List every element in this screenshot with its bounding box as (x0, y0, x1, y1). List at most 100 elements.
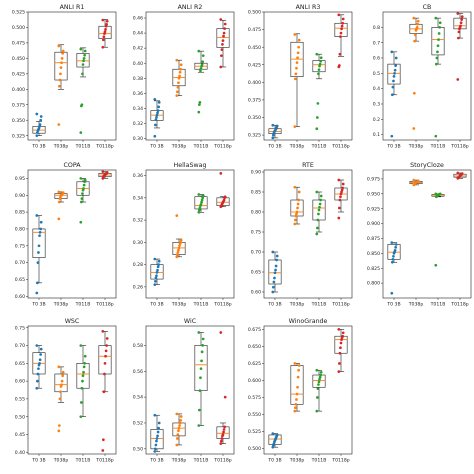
data-point (219, 331, 223, 334)
data-point (154, 123, 157, 127)
y-tick-label: 0.52 (133, 421, 143, 427)
y-tick-label: 0.75 (15, 243, 25, 249)
data-point (318, 205, 321, 209)
data-point (339, 346, 342, 350)
box-iqr (172, 242, 186, 255)
data-point (39, 353, 43, 356)
data-point (339, 195, 342, 199)
panel-frame (27, 11, 117, 141)
data-point (339, 35, 342, 38)
data-point (79, 220, 83, 224)
data-point (393, 249, 397, 252)
x-tick-label: T0118p (331, 458, 349, 464)
y-tick-label: 0.75 (15, 325, 25, 331)
data-point (179, 238, 183, 242)
data-point (297, 45, 300, 49)
data-point (154, 443, 158, 447)
data-point (39, 115, 43, 118)
data-point (434, 134, 438, 138)
data-point (316, 396, 319, 399)
data-point (155, 116, 158, 119)
data-point (223, 395, 227, 399)
data-point (271, 250, 275, 254)
data-point (315, 127, 319, 131)
data-point (338, 362, 341, 365)
data-point (105, 23, 108, 26)
data-point (295, 66, 298, 70)
data-point (434, 192, 438, 196)
x-tick-label: T0 3B (31, 144, 45, 150)
data-point (60, 61, 63, 65)
data-point (59, 72, 62, 76)
y-tick-label: 0.28 (133, 262, 143, 268)
data-point (197, 424, 201, 427)
data-point (390, 134, 394, 138)
data-point (60, 57, 64, 60)
data-point (81, 72, 84, 76)
y-tick-label: 0.400 (248, 80, 261, 86)
data-point (80, 197, 84, 200)
panel-frame (145, 11, 235, 141)
data-point (37, 251, 40, 254)
data-point (80, 103, 84, 107)
data-point (413, 39, 417, 43)
y-tick-label: 0.65 (251, 270, 261, 276)
data-point (101, 449, 105, 452)
y-tick-label: 0.65 (15, 361, 25, 367)
data-point (319, 56, 323, 60)
data-point (58, 200, 61, 204)
data-point (316, 102, 320, 105)
y-tick-label: 0.5 (373, 71, 380, 77)
data-point (317, 383, 320, 386)
data-point (83, 53, 86, 57)
data-point (438, 192, 442, 196)
data-point (81, 379, 84, 383)
data-point (316, 226, 319, 230)
data-point (82, 187, 85, 190)
data-point (317, 72, 320, 76)
data-point (198, 389, 202, 392)
x-tick-label: T0118p (213, 302, 231, 308)
data-point (340, 338, 343, 341)
data-point (393, 71, 396, 75)
data-point (178, 421, 182, 425)
panel-title: WSC (65, 318, 80, 325)
data-point (38, 234, 41, 238)
box-iqr (54, 373, 68, 393)
data-point (412, 178, 416, 182)
data-point (81, 63, 85, 66)
data-point (318, 202, 322, 206)
panel-frame (382, 11, 472, 141)
data-point (394, 56, 398, 60)
data-point (297, 38, 301, 42)
data-point (37, 244, 41, 248)
data-point (179, 419, 182, 422)
data-point (82, 365, 86, 369)
data-point (155, 113, 159, 117)
data-point (436, 44, 440, 48)
data-point (59, 66, 63, 70)
data-point (391, 257, 395, 261)
data-point (102, 38, 105, 42)
y-tick-label: 0.475 (12, 41, 25, 47)
data-point (176, 433, 180, 436)
data-point (57, 44, 61, 48)
data-point (177, 246, 181, 250)
data-point (175, 214, 179, 217)
data-point (200, 198, 204, 202)
box-iqr (194, 196, 208, 210)
data-point (222, 31, 226, 35)
chart-panel-winogrande: WinoGrande 0.500 0.525 0.550 0.575 0.600 0.625… (248, 318, 353, 464)
data-point (338, 198, 342, 202)
data-point (273, 271, 277, 275)
panel-title: ANLI R1 (60, 4, 85, 11)
y-tick-label: 0.60 (15, 379, 25, 385)
data-point (83, 361, 86, 365)
y-tick-label: 0.1 (373, 132, 380, 138)
y-tick-label: 0.3 (373, 102, 380, 108)
data-point (61, 370, 65, 374)
data-point (275, 124, 279, 128)
data-point (102, 438, 105, 442)
data-point (219, 65, 223, 69)
x-tick-label: T011B (430, 302, 446, 308)
